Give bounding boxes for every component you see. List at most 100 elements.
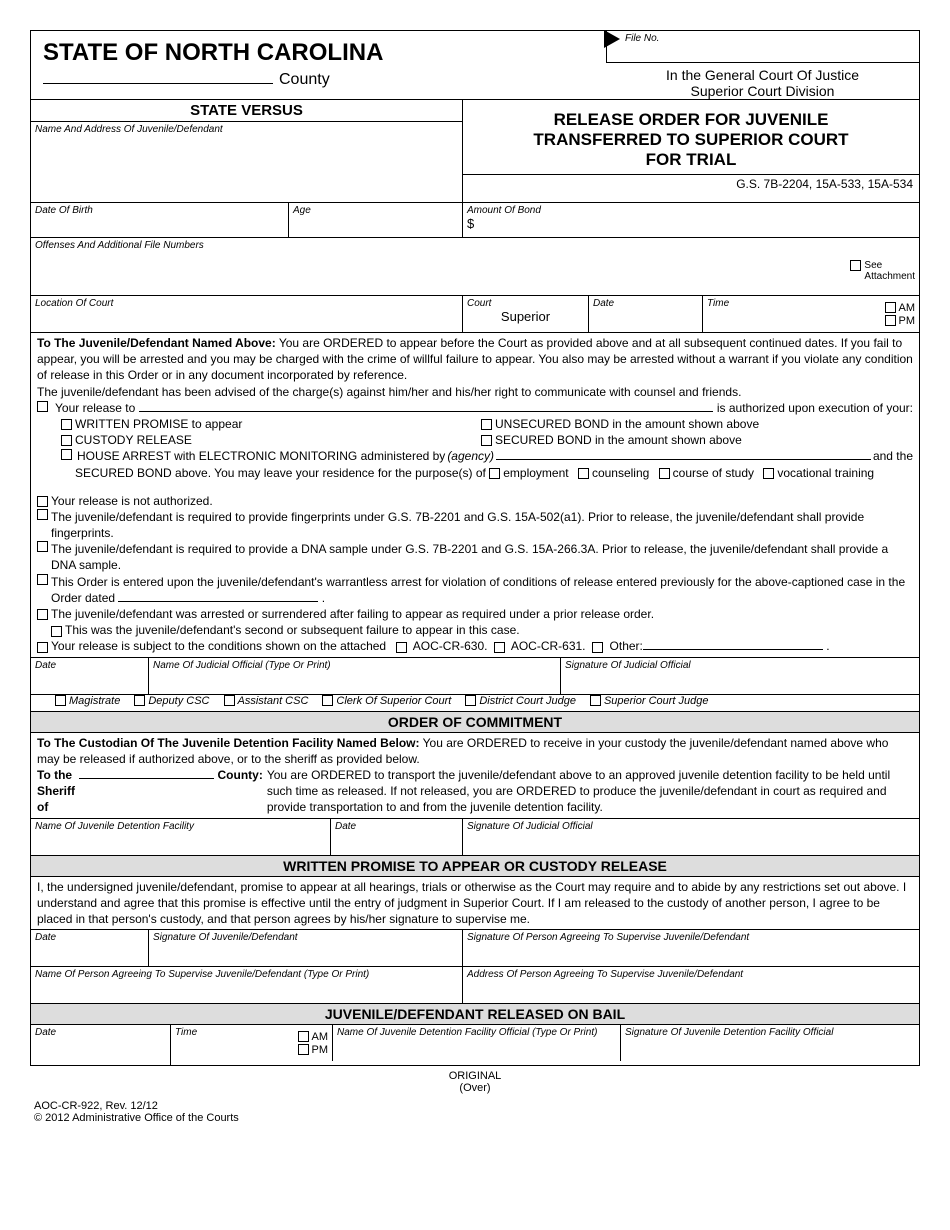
promise-date-label: Date [35, 932, 144, 943]
original-label: ORIGINAL [30, 1070, 920, 1082]
to-named-bold: To The Juvenile/Defendant Named Above: [37, 336, 276, 350]
magistrate-checkbox[interactable] [55, 695, 66, 706]
second-fail-label: This was the juvenile/defendant's second… [65, 623, 520, 637]
attachment-label: Attachment [864, 271, 915, 282]
advised-text: The juvenile/defendant has been advised … [37, 384, 913, 400]
failing-checkbox[interactable] [37, 609, 48, 620]
offenses-label: Offenses And Additional File Numbers [35, 240, 915, 251]
counseling-checkbox[interactable] [578, 468, 589, 479]
name-sup-label: Name Of Person Agreeing To Supervise Juv… [35, 969, 458, 980]
custody-release-label: CUSTODY RELEASE [75, 433, 192, 447]
house-arrest-checkbox[interactable] [61, 449, 72, 460]
assistant-checkbox[interactable] [224, 695, 235, 706]
subject-to-checkbox[interactable] [37, 642, 48, 653]
commitment-band: ORDER OF COMMITMENT [31, 711, 919, 733]
state-title: STATE OF NORTH CAROLINA [31, 31, 606, 71]
bond-label: Amount Of Bond [467, 205, 915, 216]
dna-checkbox[interactable] [37, 541, 48, 552]
authorized-label: is authorized upon execution of your: [717, 400, 913, 416]
sheriff-line[interactable] [79, 778, 213, 779]
written-promise-checkbox[interactable] [61, 419, 72, 430]
state-versus: STATE VERSUS [31, 100, 462, 122]
course-checkbox[interactable] [659, 468, 670, 479]
name-off-label: Name Of Juvenile Detention Facility Offi… [337, 1027, 616, 1038]
clerk-label: Clerk Of Superior Court [336, 695, 451, 707]
sig-sup-label: Signature Of Person Agreeing To Supervis… [467, 932, 915, 943]
name-addr-label: Name And Address Of Juvenile/Defendant [35, 124, 458, 135]
release-to-checkbox[interactable] [37, 401, 48, 412]
commit-sig-label: Signature Of Judicial Official [467, 821, 915, 832]
warrantless-checkbox[interactable] [37, 574, 48, 585]
aoc630-label: AOC-CR-630. [413, 639, 488, 653]
failing-label: The juvenile/defendant was arrested or s… [51, 607, 654, 621]
form-title-l1: RELEASE ORDER FOR JUVENILE [469, 110, 913, 130]
pm-checkbox[interactable] [885, 315, 896, 326]
county-label: County [279, 71, 330, 89]
vocational-label: vocational training [777, 466, 874, 480]
aoc631-checkbox[interactable] [494, 642, 505, 653]
subject-to-label: Your release is subject to the condition… [51, 639, 386, 653]
employment-checkbox[interactable] [489, 468, 500, 479]
file-no-label: File No. [621, 31, 919, 46]
sig1-sig-label: Signature Of Judicial Official [565, 660, 915, 671]
vocational-checkbox[interactable] [763, 468, 774, 479]
facility-label: Name Of Juvenile Detention Facility [35, 821, 326, 832]
order-dated-line[interactable] [118, 601, 318, 602]
agency-line[interactable] [496, 459, 871, 460]
release-to-line[interactable] [139, 411, 713, 412]
see-attachment-checkbox[interactable] [850, 260, 861, 271]
district-label: District Court Judge [479, 695, 576, 707]
bail-pm-checkbox[interactable] [298, 1044, 309, 1055]
form-title-l2: TRANSFERRED TO SUPERIOR COURT [469, 130, 913, 150]
bail-am-label: AM [312, 1031, 329, 1043]
unsecured-checkbox[interactable] [481, 419, 492, 430]
other-checkbox[interactable] [592, 642, 603, 653]
copyright: © 2012 Administrative Office of the Cour… [34, 1112, 920, 1124]
not-auth-checkbox[interactable] [37, 496, 48, 507]
dollar-sign: $ [467, 216, 915, 231]
not-auth-label: Your release is not authorized. [51, 494, 213, 508]
secured-checkbox[interactable] [481, 435, 492, 446]
and-the-label: and the [873, 448, 913, 464]
house-arrest-label: HOUSE ARREST with ELECTRONIC MONITORING … [77, 448, 445, 464]
court-label: Court [467, 298, 584, 309]
agency-label: (agency) [447, 448, 494, 464]
assistant-label: Assistant CSC [238, 695, 309, 707]
bail-time-label: Time [175, 1027, 296, 1038]
counseling-label: counseling [592, 466, 649, 480]
commit-date-label: Date [335, 821, 458, 832]
clerk-checkbox[interactable] [322, 695, 333, 706]
custody-release-checkbox[interactable] [61, 435, 72, 446]
date-label: Date [593, 298, 698, 309]
justice-line1: In the General Court Of Justice [606, 67, 919, 83]
form-title-l3: FOR TRIAL [469, 150, 913, 170]
dob-label: Date Of Birth [35, 205, 284, 216]
gs-citation: G.S. 7B-2204, 15A-533, 15A-534 [463, 174, 919, 193]
district-checkbox[interactable] [465, 695, 476, 706]
see-label: See [864, 260, 882, 271]
justice-line2: Superior Court Division [606, 83, 919, 99]
to-custodian-bold: To The Custodian Of The Juvenile Detenti… [37, 736, 420, 750]
time-label: Time [707, 298, 883, 309]
location-label: Location Of Court [35, 298, 458, 309]
aoc631-label: AOC-CR-631. [511, 639, 586, 653]
second-fail-checkbox[interactable] [51, 626, 62, 637]
fingerprints-checkbox[interactable] [37, 509, 48, 520]
fingerprints-label: The juvenile/defendant is required to pr… [51, 509, 913, 541]
superior-label: Superior Court Judge [604, 695, 709, 707]
am-checkbox[interactable] [885, 302, 896, 313]
secured-above-label: SECURED BOND above. You may leave your r… [75, 466, 486, 480]
deputy-checkbox[interactable] [134, 695, 145, 706]
bail-date-label: Date [35, 1027, 166, 1038]
age-label: Age [293, 205, 458, 216]
superior-checkbox[interactable] [590, 695, 601, 706]
bail-am-checkbox[interactable] [298, 1031, 309, 1042]
promise-band: WRITTEN PROMISE TO APPEAR OR CUSTODY REL… [31, 855, 919, 877]
release-to-label: Your release to [55, 400, 135, 416]
court-value: Superior [467, 309, 584, 324]
other-line[interactable] [643, 649, 823, 650]
county-input-line[interactable] [43, 83, 273, 84]
am-label: AM [899, 302, 916, 314]
sig-juv-label: Signature Of Juvenile/Defendant [153, 932, 458, 943]
aoc630-checkbox[interactable] [396, 642, 407, 653]
